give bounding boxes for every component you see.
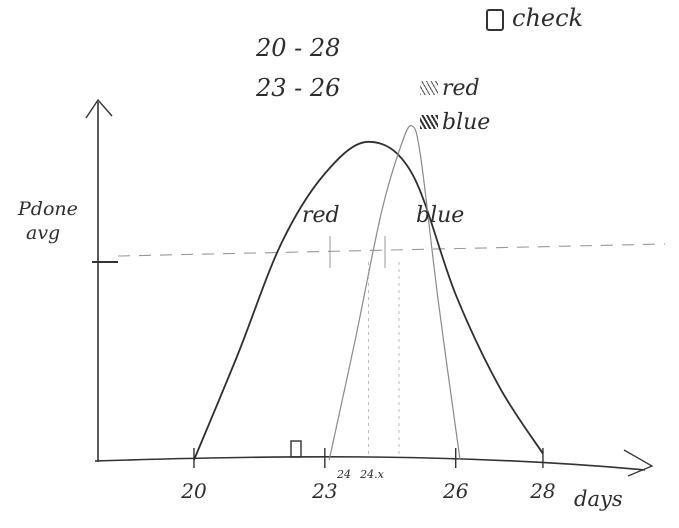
legend-blue-note: blue xyxy=(420,110,490,135)
x-tick-label-23: 23 xyxy=(311,479,337,503)
blue-hatch-icon xyxy=(420,115,438,129)
red-hatch-icon xyxy=(420,81,438,95)
x-axis xyxy=(94,455,646,471)
series-red-label: red xyxy=(302,203,340,228)
series-blue-label: blue xyxy=(416,203,464,228)
x-axis-label: days xyxy=(574,487,623,511)
x-tick-label-28: 28 xyxy=(529,479,555,503)
series-labels: red blue xyxy=(302,203,464,228)
x-tick-label-26: 26 xyxy=(442,479,469,503)
x-axis-arrow xyxy=(623,449,654,477)
legend-red-label: red xyxy=(442,76,480,101)
y-axis-arrow xyxy=(85,98,113,119)
check-label: check xyxy=(512,4,584,32)
avg-reference-line xyxy=(117,243,666,257)
chart-series xyxy=(193,124,544,461)
checkbox-icon[interactable] xyxy=(486,8,504,31)
check-note: check xyxy=(486,4,583,32)
y-label-line-1: Pdone xyxy=(17,198,78,220)
x-ticks: 20 23 26 28 24 24.x xyxy=(180,448,556,503)
minor-tick-label-0: 24 xyxy=(336,468,351,481)
legend-red-note: red xyxy=(420,76,480,101)
x-tick-label-20: 20 xyxy=(180,479,207,503)
range-note-2: 23 - 26 xyxy=(256,74,341,102)
series-red-line xyxy=(193,140,544,461)
legend-blue-label: blue xyxy=(442,110,491,135)
minor-tick-label-1: 24.x xyxy=(359,468,384,481)
range-note-1: 20 - 28 xyxy=(256,34,341,62)
box-marker xyxy=(290,440,302,458)
y-label-line-2: avg xyxy=(26,222,60,244)
y-axis-label: Pdone avg xyxy=(17,198,78,244)
series-blue-line xyxy=(328,124,461,461)
